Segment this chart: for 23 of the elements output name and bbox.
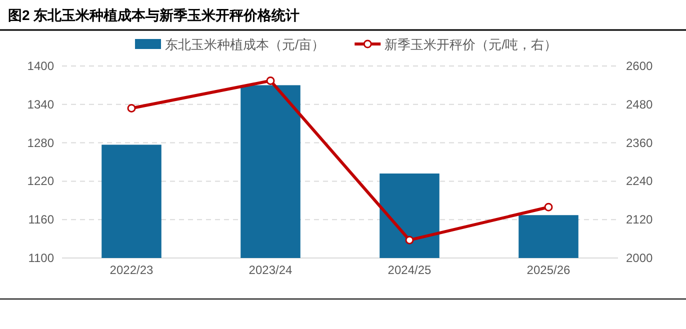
point xyxy=(127,104,136,112)
point xyxy=(266,76,275,85)
y-tick-label: 1280 xyxy=(27,136,54,150)
x-tick-label: 2022/23 xyxy=(110,263,154,277)
y2-tick-label: 2600 xyxy=(626,59,654,73)
y-tick-label: 1400 xyxy=(27,59,54,73)
y-tick-label: 1100 xyxy=(28,251,54,265)
point xyxy=(405,236,414,244)
x-tick-label: 2024/25 xyxy=(388,263,432,277)
x-tick-label: 2025/26 xyxy=(526,263,571,277)
y2-tick-label: 2360 xyxy=(626,136,654,150)
x-tick-label: 2023/24 xyxy=(248,263,293,277)
y2-tick-label: 2000 xyxy=(626,251,654,265)
y-tick-label: 1160 xyxy=(28,212,54,227)
y-tick-label: 1340 xyxy=(27,97,54,112)
y2-tick-label: 2240 xyxy=(626,174,654,188)
chart-title: 图2 东北玉米种植成本与新季玉米开秤价格统计 xyxy=(8,7,300,23)
y2-tick-label: 2120 xyxy=(626,212,654,227)
y2-tick-label: 2480 xyxy=(626,97,654,112)
point xyxy=(544,202,553,212)
y-tick-label: 1220 xyxy=(27,174,54,188)
legend-label: 新季玉米开秤价（元/吨，右） xyxy=(384,37,558,52)
legend-label: 东北玉米种植成本（元/亩） xyxy=(165,37,325,52)
